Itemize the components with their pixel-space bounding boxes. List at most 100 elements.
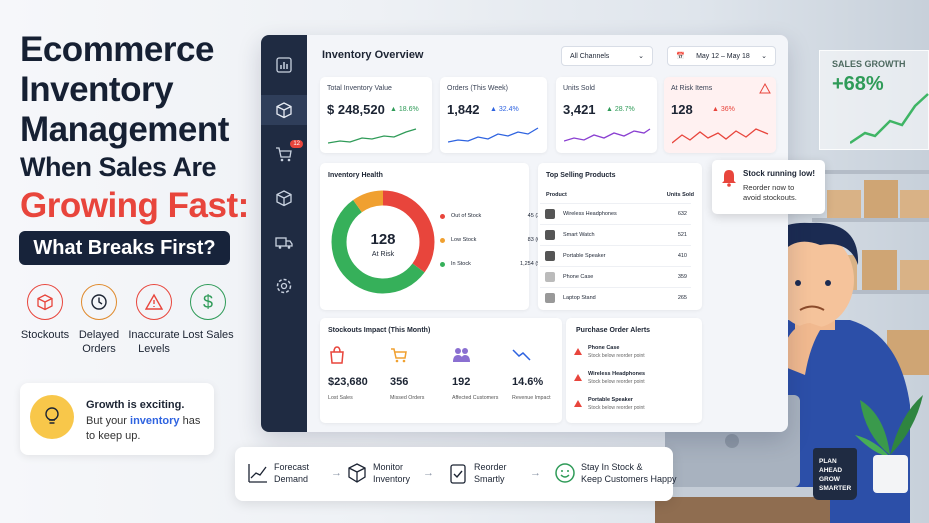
donut-center-label: At Risk <box>371 251 395 258</box>
po-alert-item[interactable]: Wireless Headphones Stock below reorder p… <box>574 371 714 396</box>
problem-stockouts: Stockouts <box>15 284 75 342</box>
cart-icon <box>391 348 407 363</box>
kpi-card-inventory-value[interactable]: Total Inventory Value $ 248,520 ▲ 18.6% <box>320 77 432 153</box>
product-units: 410 <box>677 253 687 259</box>
table-row[interactable]: Wireless Headphones 632 <box>540 203 691 224</box>
headline-line-1: Ecommerce <box>20 30 214 69</box>
dashboard-title: Inventory Overview <box>322 49 424 61</box>
trend-down-icon <box>512 349 531 361</box>
mug-line-1: PLAN <box>819 458 837 465</box>
table-row[interactable]: Smart Watch 521 <box>540 224 691 245</box>
stock-low-toast[interactable]: Stock running low! Reorder now to avoid s… <box>712 160 825 214</box>
po-alert-sub: Stock below reorder point <box>588 353 645 359</box>
kpi-label: At Risk Items <box>671 85 713 92</box>
problem-label: Inaccurate Levels <box>128 329 180 355</box>
note-body-c: has to keep up. <box>86 415 201 442</box>
sidebar-item-inventory[interactable] <box>261 95 307 125</box>
po-alert-name: Phone Case <box>588 345 620 351</box>
problem-label: Stockouts <box>20 329 70 341</box>
table-row[interactable]: Portable Speaker 410 <box>540 245 691 266</box>
product-name: Wireless Headphones <box>563 211 617 217</box>
top-selling-card: Top Selling Products Product Units Sold … <box>538 163 702 310</box>
truck-icon <box>275 237 293 249</box>
col-header-units: Units Sold <box>666 192 694 198</box>
card-title: Inventory Health <box>328 172 383 179</box>
clock-icon <box>81 284 117 320</box>
process-flow-bar: Forecast Demand → Monitor Inventory → Reor… <box>235 447 677 501</box>
po-alert-name: Wireless Headphones <box>588 371 646 377</box>
legend-in-stock: In Stock 1,254 (90%) <box>440 261 550 267</box>
step-line-2: Keep Customers Happy <box>581 474 677 484</box>
po-alert-item[interactable]: Portable Speaker Stock below reorder poin… <box>574 397 714 422</box>
impact-label: Revenue Impact <box>512 395 551 401</box>
headline-line-5: Growing Fast: <box>20 186 249 225</box>
toast-body-line-2: avoid stockouts. <box>743 193 797 202</box>
kpi-sparkline <box>564 128 651 142</box>
laptop-stand-icon <box>545 293 555 303</box>
kpi-sparkline <box>328 128 417 144</box>
growth-note: Growth is exciting. But your inventory h… <box>20 383 214 455</box>
sidebar-item-shipping[interactable] <box>269 227 299 257</box>
mug-illustration: PLAN AHEAD GROW SMARTER <box>813 448 857 500</box>
donut-center-value: 128 <box>370 231 396 248</box>
arrow-right-icon: → <box>331 467 342 479</box>
chevron-down-icon: ⌄ <box>638 53 644 60</box>
product-units: 521 <box>677 232 687 238</box>
legend-dot <box>440 261 445 267</box>
product-name: Phone Case <box>563 274 594 280</box>
step-line-1: Monitor <box>373 462 404 472</box>
kpi-card-at-risk[interactable]: At Risk Items 128 ▲ 36% <box>664 77 776 153</box>
chevron-down-icon: ⌄ <box>761 53 767 60</box>
cube-icon <box>348 463 366 483</box>
legend-dot <box>440 213 445 219</box>
product-units: 359 <box>677 274 687 280</box>
impact-value: $23,680 <box>328 376 368 388</box>
kpi-value: 3,421 <box>563 102 596 117</box>
kpi-value: $ 248,520 <box>327 102 385 117</box>
problem-inaccurate-levels: Inaccurate Levels <box>124 284 184 356</box>
warning-icon <box>574 348 582 355</box>
users-icon <box>453 348 470 362</box>
headphones-icon <box>545 209 555 219</box>
kpi-card-units-sold[interactable]: Units Sold 3,421 ▲ 28.7% <box>556 77 657 153</box>
step-line-1: Reorder <box>474 462 507 472</box>
warning-icon <box>759 83 771 94</box>
date-value: May 12 – May 18 <box>696 52 750 60</box>
impact-label: Affected Customers <box>452 395 499 401</box>
card-title: Stockouts Impact (This Month) <box>328 327 431 334</box>
cart-icon <box>276 147 292 162</box>
date-range-select[interactable]: 📅 May 12 – May 18 ⌄ <box>667 46 776 66</box>
sidebar-item-products[interactable] <box>269 183 299 213</box>
bar-chart-icon <box>276 57 292 73</box>
problem-delayed-orders: Delayed Orders <box>69 284 129 356</box>
po-alert-item[interactable]: Phone Case Stock below reorder point <box>574 345 714 370</box>
bell-icon <box>722 170 736 187</box>
cube-icon <box>276 102 292 119</box>
kpi-card-orders[interactable]: Orders (This Week) 1,842 ▲ 32.4% <box>440 77 547 153</box>
product-units: 265 <box>677 295 687 301</box>
sidebar-item-analytics[interactable] <box>269 50 299 80</box>
warning-icon <box>574 400 582 407</box>
impact-value: 14.6% <box>512 376 544 388</box>
watch-icon <box>545 230 555 240</box>
col-header-product: Product <box>546 192 567 198</box>
step-line-2: Demand <box>274 474 309 484</box>
kpi-change: ▲ 32.4% <box>490 106 519 113</box>
growth-chart-icon <box>248 464 267 483</box>
toast-body: Reorder now to avoid stockouts. <box>743 183 797 203</box>
product-name: Portable Speaker <box>563 253 606 259</box>
phone-case-icon <box>545 272 555 282</box>
table-row[interactable]: Laptop Stand 265 <box>540 287 691 308</box>
note-body-a: But your <box>86 415 131 427</box>
channel-select[interactable]: All Channels ⌄ <box>561 46 653 66</box>
dashboard-sidebar: 12 <box>261 35 307 432</box>
sidebar-item-settings[interactable] <box>269 271 299 301</box>
legend-name: Out of Stock <box>451 213 482 219</box>
sidebar-item-orders[interactable]: 12 <box>269 139 303 169</box>
dashboard-window: 12 Inventory Overview All Channels ⌄ 📅 May… <box>261 35 788 432</box>
kpi-label: Total Inventory Value <box>327 85 392 92</box>
sales-growth-poster: SALES GROWTH +68% <box>819 50 929 150</box>
table-row[interactable]: Phone Case 359 <box>540 266 691 287</box>
mug-line-2: AHEAD <box>819 467 843 474</box>
stockouts-impact-card: Stockouts Impact (This Month) $23,680 Los… <box>320 318 562 423</box>
